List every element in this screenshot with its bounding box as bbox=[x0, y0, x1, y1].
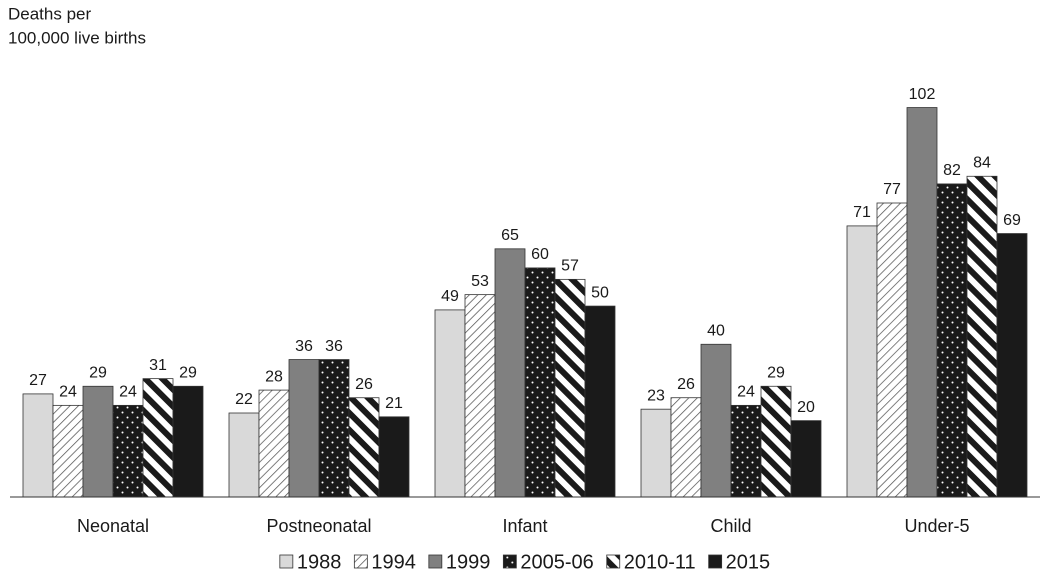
bar bbox=[936, 183, 968, 498]
bar bbox=[966, 175, 998, 498]
value-label: 77 bbox=[883, 181, 901, 198]
legend-swatch bbox=[606, 554, 621, 569]
bar bbox=[584, 305, 616, 498]
legend-label: 2005-06 bbox=[520, 551, 593, 573]
bar bbox=[846, 225, 878, 498]
bar bbox=[700, 343, 732, 498]
legend-label: 1999 bbox=[446, 551, 491, 573]
value-label: 20 bbox=[797, 399, 815, 416]
y-axis-label: 100,000 live births bbox=[8, 28, 146, 47]
bar bbox=[494, 248, 526, 498]
value-label: 36 bbox=[295, 338, 313, 355]
legend-swatch bbox=[502, 554, 517, 569]
legend-swatch bbox=[279, 554, 294, 569]
value-label: 26 bbox=[355, 376, 373, 393]
legend-label: 1988 bbox=[297, 551, 342, 573]
bar bbox=[640, 408, 672, 498]
value-label: 29 bbox=[767, 364, 785, 381]
value-label: 36 bbox=[325, 338, 343, 355]
bar bbox=[258, 389, 290, 498]
legend-label: 1994 bbox=[371, 551, 416, 573]
bar bbox=[996, 233, 1028, 498]
x-tick-label: Under-5 bbox=[904, 516, 969, 536]
value-label: 65 bbox=[501, 227, 519, 244]
bar bbox=[790, 420, 822, 498]
bar bbox=[378, 416, 410, 498]
bar bbox=[142, 378, 174, 498]
value-label: 24 bbox=[737, 384, 755, 401]
bar bbox=[348, 397, 380, 498]
value-label: 22 bbox=[235, 391, 253, 408]
value-label: 50 bbox=[591, 284, 609, 301]
x-tick-label: Infant bbox=[502, 516, 547, 536]
bar bbox=[172, 385, 204, 498]
bar bbox=[554, 278, 586, 498]
value-label: 71 bbox=[853, 204, 871, 221]
bar bbox=[906, 107, 938, 498]
bar bbox=[82, 385, 114, 498]
value-label: 29 bbox=[179, 364, 197, 381]
bar bbox=[52, 404, 84, 498]
bar bbox=[288, 359, 320, 498]
value-label: 23 bbox=[647, 387, 665, 404]
x-tick-label: Neonatal bbox=[77, 516, 149, 536]
value-label: 29 bbox=[89, 364, 107, 381]
value-label: 82 bbox=[943, 162, 961, 179]
bar bbox=[464, 294, 496, 498]
y-axis-label: Deaths per bbox=[8, 4, 91, 23]
legend-swatch bbox=[353, 554, 368, 569]
value-label: 102 bbox=[909, 86, 936, 103]
value-label: 60 bbox=[531, 246, 549, 263]
bar bbox=[434, 309, 466, 498]
bar bbox=[112, 404, 144, 498]
value-label: 24 bbox=[59, 384, 77, 401]
value-label: 27 bbox=[29, 372, 47, 389]
bar bbox=[876, 202, 908, 498]
x-tick-label: Child bbox=[710, 516, 751, 536]
x-tick-label: Postneonatal bbox=[266, 516, 371, 536]
value-label: 84 bbox=[973, 154, 991, 171]
legend: 1988 1994 1999 2005-06 2010-11 2015 bbox=[279, 551, 771, 573]
bar bbox=[228, 412, 260, 498]
legend-swatch bbox=[428, 554, 443, 569]
legend-label: 2010-11 bbox=[624, 551, 696, 573]
value-label: 28 bbox=[265, 368, 283, 385]
legend-label: 2015 bbox=[726, 551, 771, 573]
value-label: 26 bbox=[677, 376, 695, 393]
legend-swatch bbox=[708, 554, 723, 569]
value-label: 31 bbox=[149, 357, 167, 374]
value-label: 49 bbox=[441, 288, 459, 305]
bar bbox=[318, 359, 350, 498]
value-label: 40 bbox=[707, 322, 725, 339]
bar bbox=[730, 404, 762, 498]
value-label: 24 bbox=[119, 384, 137, 401]
value-label: 69 bbox=[1003, 212, 1021, 229]
bar bbox=[670, 397, 702, 498]
value-label: 53 bbox=[471, 273, 489, 290]
value-label: 57 bbox=[561, 258, 579, 275]
bar bbox=[524, 267, 556, 498]
bar bbox=[760, 385, 792, 498]
value-label: 21 bbox=[385, 395, 403, 412]
bar bbox=[22, 393, 54, 498]
